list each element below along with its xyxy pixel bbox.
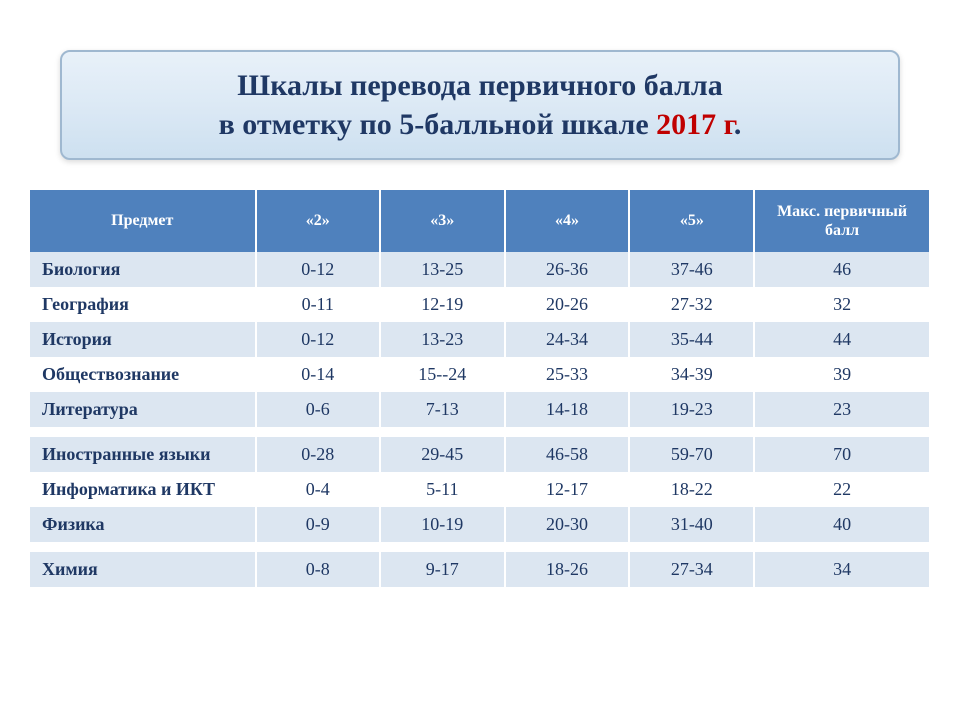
cell-grade-3: 10-19 [380, 507, 505, 542]
cell-subject: География [30, 287, 256, 322]
cell-grade-3: 9-17 [380, 552, 505, 587]
cell-grade-5: 31-40 [629, 507, 754, 542]
title-line-1: Шкалы перевода первичного балла [90, 66, 870, 105]
cell-grade-4: 25-33 [505, 357, 630, 392]
cell-grade-2: 0-28 [256, 437, 380, 472]
cell-grade-5: 37-46 [629, 252, 754, 287]
cell-grade-5: 27-34 [629, 552, 754, 587]
title-line-2-part2: . [734, 108, 742, 141]
cell-grade-2: 0-12 [256, 322, 380, 357]
cell-subject: Химия [30, 552, 256, 587]
cell-max: 44 [754, 322, 929, 357]
cell-grade-2: 0-9 [256, 507, 380, 542]
col-grade-3: «3» [380, 190, 505, 252]
table-row: Обществознание0-1415--2425-3334-3939 [30, 357, 929, 392]
cell-subject: Биология [30, 252, 256, 287]
cell-subject: Физика [30, 507, 256, 542]
col-subject: Предмет [30, 190, 256, 252]
cell-grade-4: 12-17 [505, 472, 630, 507]
cell-grade-4: 18-26 [505, 552, 630, 587]
cell-subject: Литература [30, 392, 256, 427]
cell-grade-5: 34-39 [629, 357, 754, 392]
cell-subject: Обществознание [30, 357, 256, 392]
col-max: Макс. первичный балл [754, 190, 929, 252]
cell-max: 22 [754, 472, 929, 507]
cell-grade-3: 29-45 [380, 437, 505, 472]
table-gap-row [30, 542, 929, 552]
cell-grade-5: 19-23 [629, 392, 754, 427]
cell-grade-4: 20-30 [505, 507, 630, 542]
cell-max: 34 [754, 552, 929, 587]
cell-grade-4: 14-18 [505, 392, 630, 427]
table-row: География0-1112-1920-2627-3232 [30, 287, 929, 322]
cell-grade-2: 0-12 [256, 252, 380, 287]
title-line-2: в отметку по 5-балльной шкале 2017 г. [90, 105, 870, 144]
cell-subject: История [30, 322, 256, 357]
cell-grade-4: 20-26 [505, 287, 630, 322]
cell-subject: Иностранные языки [30, 437, 256, 472]
table-row: Химия0-89-1718-2627-3434 [30, 552, 929, 587]
cell-max: 23 [754, 392, 929, 427]
cell-grade-3: 12-19 [380, 287, 505, 322]
cell-grade-2: 0-4 [256, 472, 380, 507]
table-row: История0-1213-2324-3435-4444 [30, 322, 929, 357]
grades-table: Предмет «2» «3» «4» «5» Макс. первичный … [30, 190, 930, 587]
cell-max: 46 [754, 252, 929, 287]
cell-grade-4: 24-34 [505, 322, 630, 357]
title-line-2-part1: в отметку по 5-балльной шкале [219, 108, 657, 141]
col-grade-5: «5» [629, 190, 754, 252]
cell-grade-3: 13-23 [380, 322, 505, 357]
cell-grade-5: 59-70 [629, 437, 754, 472]
cell-grade-4: 26-36 [505, 252, 630, 287]
cell-grade-2: 0-11 [256, 287, 380, 322]
cell-grade-3: 5-11 [380, 472, 505, 507]
table-row: Информатика и ИКТ0-45-1112-1718-2222 [30, 472, 929, 507]
cell-max: 40 [754, 507, 929, 542]
table-header-row: Предмет «2» «3» «4» «5» Макс. первичный … [30, 190, 929, 252]
cell-grade-2: 0-8 [256, 552, 380, 587]
cell-grade-2: 0-14 [256, 357, 380, 392]
table-body: Биология0-1213-2526-3637-4646География0-… [30, 252, 929, 587]
cell-grade-4: 46-58 [505, 437, 630, 472]
cell-grade-5: 35-44 [629, 322, 754, 357]
cell-grade-3: 7-13 [380, 392, 505, 427]
cell-max: 70 [754, 437, 929, 472]
cell-subject: Информатика и ИКТ [30, 472, 256, 507]
col-grade-2: «2» [256, 190, 380, 252]
table-row: Иностранные языки0-2829-4546-5859-7070 [30, 437, 929, 472]
title-box: Шкалы перевода первичного балла в отметк… [60, 50, 900, 160]
col-grade-4: «4» [505, 190, 630, 252]
cell-grade-3: 15--24 [380, 357, 505, 392]
cell-grade-2: 0-6 [256, 392, 380, 427]
cell-max: 39 [754, 357, 929, 392]
table-row: Биология0-1213-2526-3637-4646 [30, 252, 929, 287]
cell-grade-3: 13-25 [380, 252, 505, 287]
cell-max: 32 [754, 287, 929, 322]
table-row: Физика0-910-1920-3031-4040 [30, 507, 929, 542]
table-row: Литература0-67-1314-1819-2323 [30, 392, 929, 427]
table-gap-row [30, 427, 929, 437]
cell-grade-5: 18-22 [629, 472, 754, 507]
title-year: 2017 г [656, 108, 734, 141]
cell-grade-5: 27-32 [629, 287, 754, 322]
